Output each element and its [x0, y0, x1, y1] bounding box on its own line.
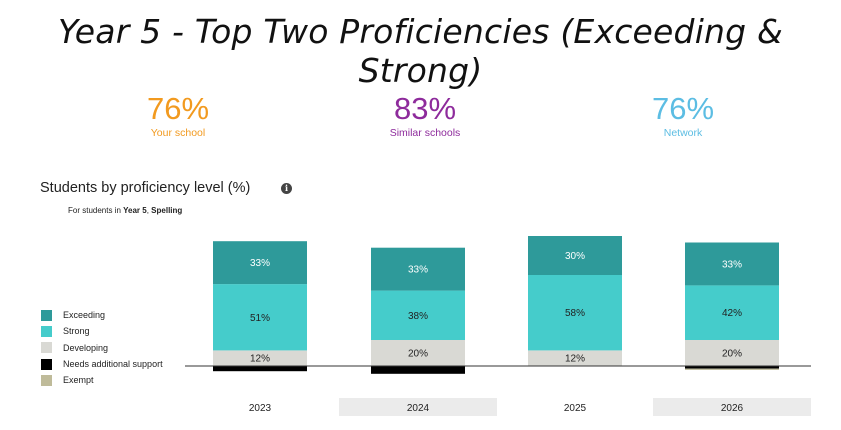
category-label: 2023	[249, 403, 272, 414]
legend-label: Strong	[63, 326, 90, 337]
legend-label: Exceeding	[63, 310, 106, 321]
subtitle-sep: ,	[146, 206, 152, 215]
data-label: 12%	[250, 354, 270, 365]
legend-item: Needs additional support	[41, 356, 163, 372]
slide-title: Year 5 - Top Two Proficiencies (Exceedin…	[58, 12, 783, 90]
bar-segment	[685, 340, 779, 366]
legend-label: Exempt	[63, 375, 94, 386]
data-label: 38%	[408, 311, 428, 322]
bar-segment	[685, 285, 779, 340]
category-label: 2024	[407, 403, 430, 414]
bar-segment	[371, 340, 465, 366]
stat-label: Similar schools	[389, 127, 461, 139]
legend-label: Needs additional support	[63, 359, 163, 370]
bar-segment	[685, 366, 779, 369]
bar-segment	[213, 366, 307, 372]
stat-value: 76%	[146, 91, 210, 126]
chart-title: Students by proficiency level (%)	[40, 180, 251, 196]
category-label: 2025	[564, 403, 587, 414]
legend-item: Exempt	[41, 372, 163, 388]
info-icon[interactable]: i	[281, 183, 292, 194]
stat-value: 76%	[651, 91, 715, 126]
legend-label: Developing	[63, 342, 109, 353]
bar-segment	[371, 290, 465, 340]
legend-item: Strong	[41, 323, 163, 339]
subtitle-subject: Spelling	[151, 206, 183, 215]
bar-segment	[371, 247, 465, 291]
data-label: 51%	[250, 313, 270, 324]
stat-value: 83%	[393, 91, 457, 126]
data-label: 12%	[565, 354, 585, 365]
bar-segment	[213, 350, 307, 366]
legend-swatch	[41, 358, 52, 370]
category-band	[653, 398, 811, 416]
bar-segment	[213, 241, 307, 285]
data-label: 42%	[722, 308, 742, 319]
subtitle-prefix: For students in	[68, 206, 124, 215]
bar-segment	[528, 350, 622, 366]
legend-swatch	[41, 374, 52, 386]
stat-similar-schools: 83% Similar schools	[335, 91, 515, 140]
category-label: 2026	[721, 403, 744, 414]
bar-segment	[371, 366, 465, 374]
data-label: 30%	[565, 251, 585, 262]
bar-segment	[528, 275, 622, 351]
legend-item: Developing	[41, 340, 163, 356]
data-label: 33%	[250, 258, 270, 269]
data-label: 58%	[565, 308, 585, 319]
legend-item: Exceeding	[41, 307, 163, 323]
chart-subtitle: For students in Year 5, Spelling	[68, 206, 182, 215]
legend-swatch	[41, 342, 52, 354]
stat-label: Your school	[150, 127, 206, 139]
chart-legend: Exceeding Strong Developing Needs additiona…	[41, 307, 163, 388]
stat-label: Network	[663, 127, 703, 139]
bar-segment	[685, 368, 779, 370]
bar-segment	[685, 242, 779, 286]
legend-swatch	[41, 309, 52, 321]
subtitle-year: Year 5	[123, 206, 147, 215]
data-label: 33%	[408, 265, 428, 276]
bar-segment	[213, 284, 307, 351]
stat-network: 76% Network	[593, 91, 773, 140]
data-label: 20%	[408, 349, 428, 360]
legend-swatch	[41, 325, 52, 337]
stat-your-school: 76% Your school	[88, 91, 268, 140]
category-band	[339, 398, 497, 416]
data-label: 33%	[722, 259, 742, 270]
bar-segment	[528, 236, 622, 275]
data-label: 20%	[722, 349, 742, 360]
